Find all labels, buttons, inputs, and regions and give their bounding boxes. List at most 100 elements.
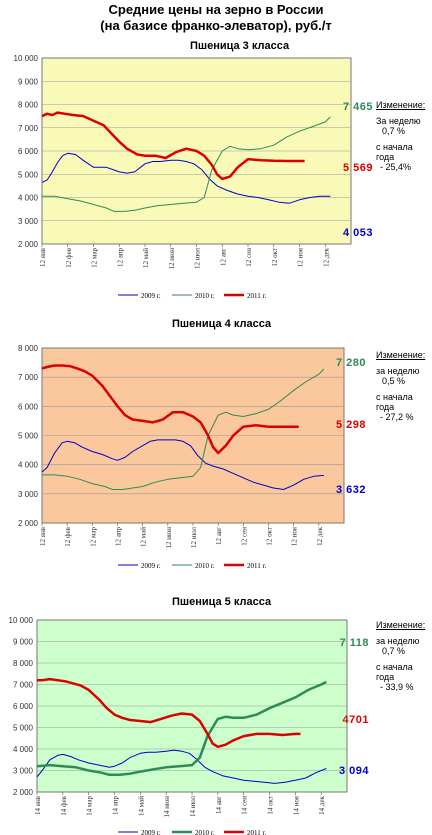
x-tick-label: 14 мар <box>86 796 94 816</box>
end-value-label: 7 465 <box>343 101 373 113</box>
y-tick-label: 8 000 <box>18 344 39 353</box>
y-tick-label: 6 000 <box>13 702 34 711</box>
y-tick-label: 2 000 <box>18 240 39 249</box>
chart-svg: 2 000 3 000 4 000 5 000 6 000 7 000 8 000 12 ян… <box>18 344 366 570</box>
change-heading: Изменение: <box>376 100 426 110</box>
ytd-change-value: - 27,2 % <box>380 412 414 422</box>
x-tick-label: 12 дек <box>322 247 330 266</box>
legend-label: 2011 г. <box>247 292 267 300</box>
y-tick-label: 5 000 <box>18 170 39 179</box>
x-tick-label: 12 апр <box>116 248 124 268</box>
x-tick-label: 12 окт <box>271 248 279 267</box>
y-tick-label: 6 000 <box>18 147 39 156</box>
series-line-2010г <box>36 680 327 777</box>
y-tick-label: 10 000 <box>9 616 34 625</box>
x-tick-label: 14 июл <box>189 795 197 817</box>
chart-svg: 2 000 3 000 4 000 5 000 6 000 7 000 8 000 9 000… <box>9 616 369 835</box>
ytd-change-label-2: года <box>376 152 395 162</box>
chart-title: Пшеница 4 класса <box>172 318 272 330</box>
week-change-label: за неделю <box>376 366 420 376</box>
x-tick-label: 14 дек <box>318 795 326 814</box>
y-tick-label: 8 000 <box>13 659 34 668</box>
change-note: Изменение: За неделю 0,7 % с начала года… <box>376 100 432 172</box>
x-tick-label: 14 фев <box>60 795 68 815</box>
y-tick-label: 3 000 <box>13 767 34 776</box>
y-tick-label: 7 000 <box>18 373 39 382</box>
x-tick-label: 12 июл <box>190 526 198 548</box>
y-tick-label: 5 000 <box>13 724 34 733</box>
end-value-label: 4701 <box>343 714 369 726</box>
series-line-2009г <box>36 749 327 784</box>
end-value-label: 5 298 <box>336 419 366 431</box>
legend-label: 2010 г. <box>195 562 215 570</box>
x-tick-label: 12 апр <box>115 527 123 547</box>
y-tick-label: 10 000 <box>14 54 39 63</box>
chart-svg: 2 000 3 000 4 000 5 000 6 000 7 000 8 000 9 000… <box>14 54 373 300</box>
series-line-2010г <box>42 368 325 490</box>
series-line-2009г <box>41 439 324 490</box>
chart-panel-wheat-4: Пшеница 4 класса 2 000 3 000 4 000 5 000 6 0… <box>0 318 432 588</box>
legend-label: 2010 г. <box>195 292 215 300</box>
y-tick-label: 2 000 <box>18 519 39 528</box>
x-tick-label: 14 сен <box>241 796 249 815</box>
x-tick-label: 12 май <box>140 527 148 547</box>
chart-panel-wheat-3: Пшеница 3 класса 2 000 3 000 4 000 5 000 6 0… <box>0 40 432 310</box>
legend-label: 2011 г. <box>247 829 267 835</box>
y-tick-label: 5 000 <box>18 432 39 441</box>
ytd-change-label: с начала <box>376 142 413 152</box>
week-change-value: 0,7 % <box>382 126 406 136</box>
x-tick-label: 12 май <box>142 248 150 268</box>
legend-label: 2010 г. <box>195 829 215 835</box>
x-tick-label: 14 июн <box>163 796 171 818</box>
x-tick-label: 14 ноя <box>292 795 300 815</box>
week-change-label: За неделю <box>376 116 421 126</box>
change-heading: Изменение: <box>376 350 426 360</box>
chart-panel-wheat-5: Пшеница 5 класса 2 000 3 000 4 000 5 000 6 0… <box>0 596 432 835</box>
y-tick-label: 9 000 <box>18 77 39 86</box>
chart-title: Пшеница 3 класса <box>190 40 290 52</box>
y-tick-label: 8 000 <box>18 101 39 110</box>
change-heading: Изменение: <box>376 620 426 630</box>
end-value-label: 7 118 <box>340 637 369 649</box>
y-tick-label: 4 000 <box>18 461 39 470</box>
legend-label: 2009 г. <box>141 562 161 570</box>
ytd-change-label-2: года <box>376 402 395 412</box>
x-tick-label: 12 июн <box>168 248 176 270</box>
series-line-2009г <box>41 152 331 204</box>
series-line-2011г <box>41 111 305 181</box>
end-value-label: 7 280 <box>336 357 366 369</box>
main-title-line2: (на базисе франко-элеватор), руб./т <box>100 18 332 33</box>
x-tick-label: 12 сен <box>245 248 253 267</box>
legend-label: 2009 г. <box>141 292 161 300</box>
series-line-2011г <box>41 364 299 455</box>
y-tick-label: 9 000 <box>13 638 34 647</box>
x-tick-label: 14 янв <box>34 795 42 815</box>
ytd-change-label-2: года <box>376 672 395 682</box>
legend-label: 2011 г. <box>247 562 267 570</box>
week-change-value: 0,5 % <box>382 376 406 386</box>
x-tick-label: 12 авг <box>219 248 227 266</box>
x-tick-label: 12 фев <box>64 526 72 546</box>
y-tick-label: 7 000 <box>13 681 34 690</box>
x-tick-label: 12 мар <box>89 527 97 547</box>
y-tick-label: 2 000 <box>13 788 34 797</box>
x-tick-label: 14 авг <box>215 796 223 814</box>
end-value-label: 4 053 <box>343 227 373 239</box>
y-tick-label: 7 000 <box>18 124 39 133</box>
main-title-line1: Средние цены на зерно в России <box>108 2 324 17</box>
x-tick-label: 14 апр <box>112 796 120 816</box>
x-tick-label: 12 дек <box>316 526 324 545</box>
x-tick-label: 12 янв <box>39 526 47 546</box>
ytd-change-value: - 25,4% <box>380 162 412 172</box>
change-note: Изменение: за неделю 0,7 % с начала года… <box>376 620 432 692</box>
end-value-label: 3 632 <box>336 484 366 496</box>
ytd-change-label: с начала <box>376 392 413 402</box>
x-tick-label: 12 янв <box>39 247 47 267</box>
legend-label: 2009 г. <box>141 829 161 835</box>
main-title: Средние цены на зерно в России (на базис… <box>0 2 432 34</box>
ytd-change-label: с начала <box>376 662 413 672</box>
x-tick-label: 14 май <box>137 796 145 816</box>
week-change-value: 0,7 % <box>382 646 406 656</box>
y-tick-label: 4 000 <box>18 194 39 203</box>
y-tick-label: 3 000 <box>18 490 39 499</box>
